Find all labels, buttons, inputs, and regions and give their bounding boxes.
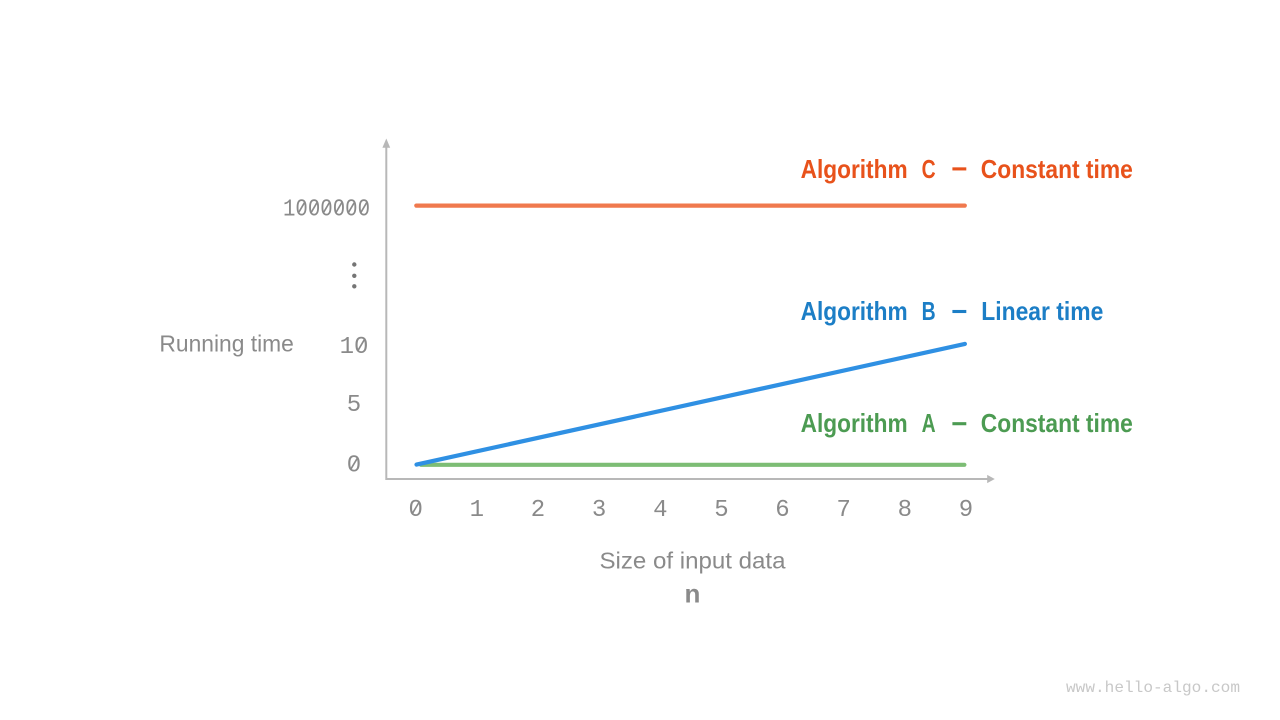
svg-text:1: 1 <box>470 497 484 524</box>
svg-text:Constant time: Constant time <box>981 154 1133 184</box>
svg-text:8: 8 <box>898 497 912 524</box>
svg-text:Size of input data: Size of input data <box>600 548 786 574</box>
svg-text:3: 3 <box>592 497 606 524</box>
svg-text:2: 2 <box>531 497 545 524</box>
svg-text:Algorithm: Algorithm <box>801 296 908 326</box>
svg-text:www.hello-algo.com: www.hello-algo.com <box>1066 679 1240 697</box>
svg-text:A: A <box>922 408 936 438</box>
svg-text:5: 5 <box>347 392 361 419</box>
svg-text:7: 7 <box>836 497 850 524</box>
svg-text:4: 4 <box>653 497 667 524</box>
svg-text:10: 10 <box>340 334 369 361</box>
svg-text:6: 6 <box>775 497 789 524</box>
svg-text:5: 5 <box>714 497 728 524</box>
svg-text:Algorithm: Algorithm <box>801 154 908 184</box>
svg-text:Running time: Running time <box>159 330 294 356</box>
svg-text:B: B <box>922 296 936 326</box>
svg-text:C: C <box>922 154 936 184</box>
svg-text:n: n <box>685 579 701 609</box>
svg-text:Algorithm: Algorithm <box>801 408 908 438</box>
svg-text:9: 9 <box>959 497 973 524</box>
svg-text:Linear time: Linear time <box>981 296 1103 326</box>
svg-text:Constant time: Constant time <box>981 408 1133 438</box>
